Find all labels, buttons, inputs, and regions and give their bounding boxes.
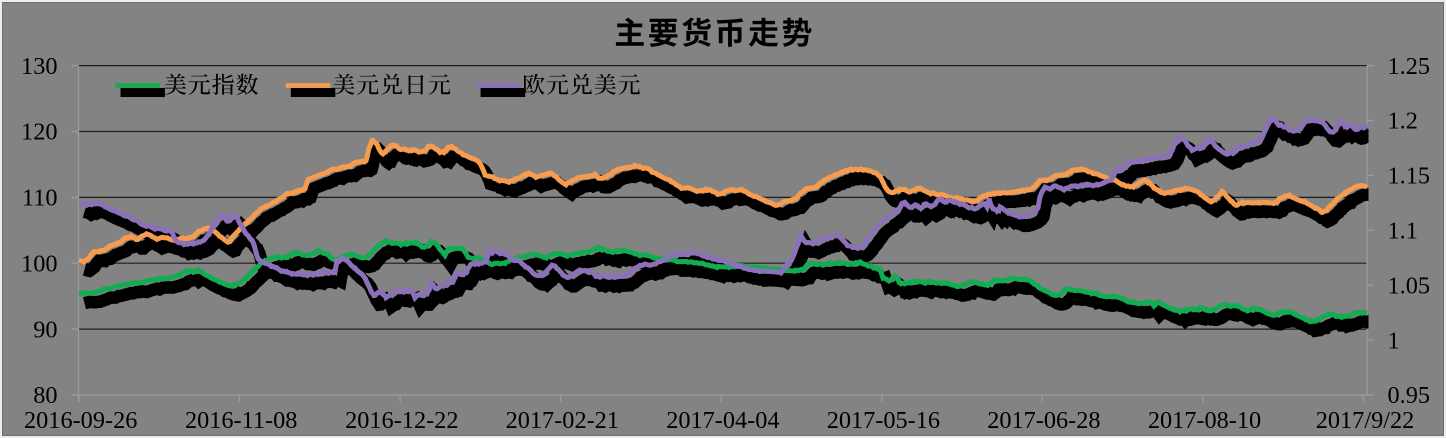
svg-text:0.95: 0.95 (1388, 382, 1431, 409)
svg-text:90: 90 (33, 316, 57, 343)
svg-text:2016-09-26: 2016-09-26 (24, 407, 137, 434)
svg-text:100: 100 (21, 250, 57, 277)
svg-text:2017-08-10: 2017-08-10 (1148, 407, 1261, 434)
svg-text:110: 110 (22, 185, 58, 212)
svg-text:1.1: 1.1 (1388, 218, 1418, 245)
svg-text:2017-04-04: 2017-04-04 (666, 407, 779, 434)
svg-text:1.2: 1.2 (1388, 108, 1418, 135)
svg-text:1.15: 1.15 (1388, 163, 1431, 190)
svg-text:2017/9/22: 2017/9/22 (1316, 407, 1415, 434)
svg-text:80: 80 (33, 382, 57, 409)
svg-text:1.05: 1.05 (1388, 272, 1431, 299)
svg-text:2016-12-22: 2016-12-22 (345, 407, 458, 434)
svg-text:1.25: 1.25 (1388, 53, 1431, 80)
svg-text:2017-06-28: 2017-06-28 (987, 407, 1100, 434)
svg-text:120: 120 (21, 119, 57, 146)
svg-text:2017-05-16: 2017-05-16 (827, 407, 940, 434)
svg-text:2017-02-21: 2017-02-21 (506, 407, 619, 434)
svg-text:1: 1 (1388, 327, 1400, 354)
svg-text:130: 130 (21, 53, 57, 80)
svg-text:2016-11-08: 2016-11-08 (185, 407, 297, 434)
